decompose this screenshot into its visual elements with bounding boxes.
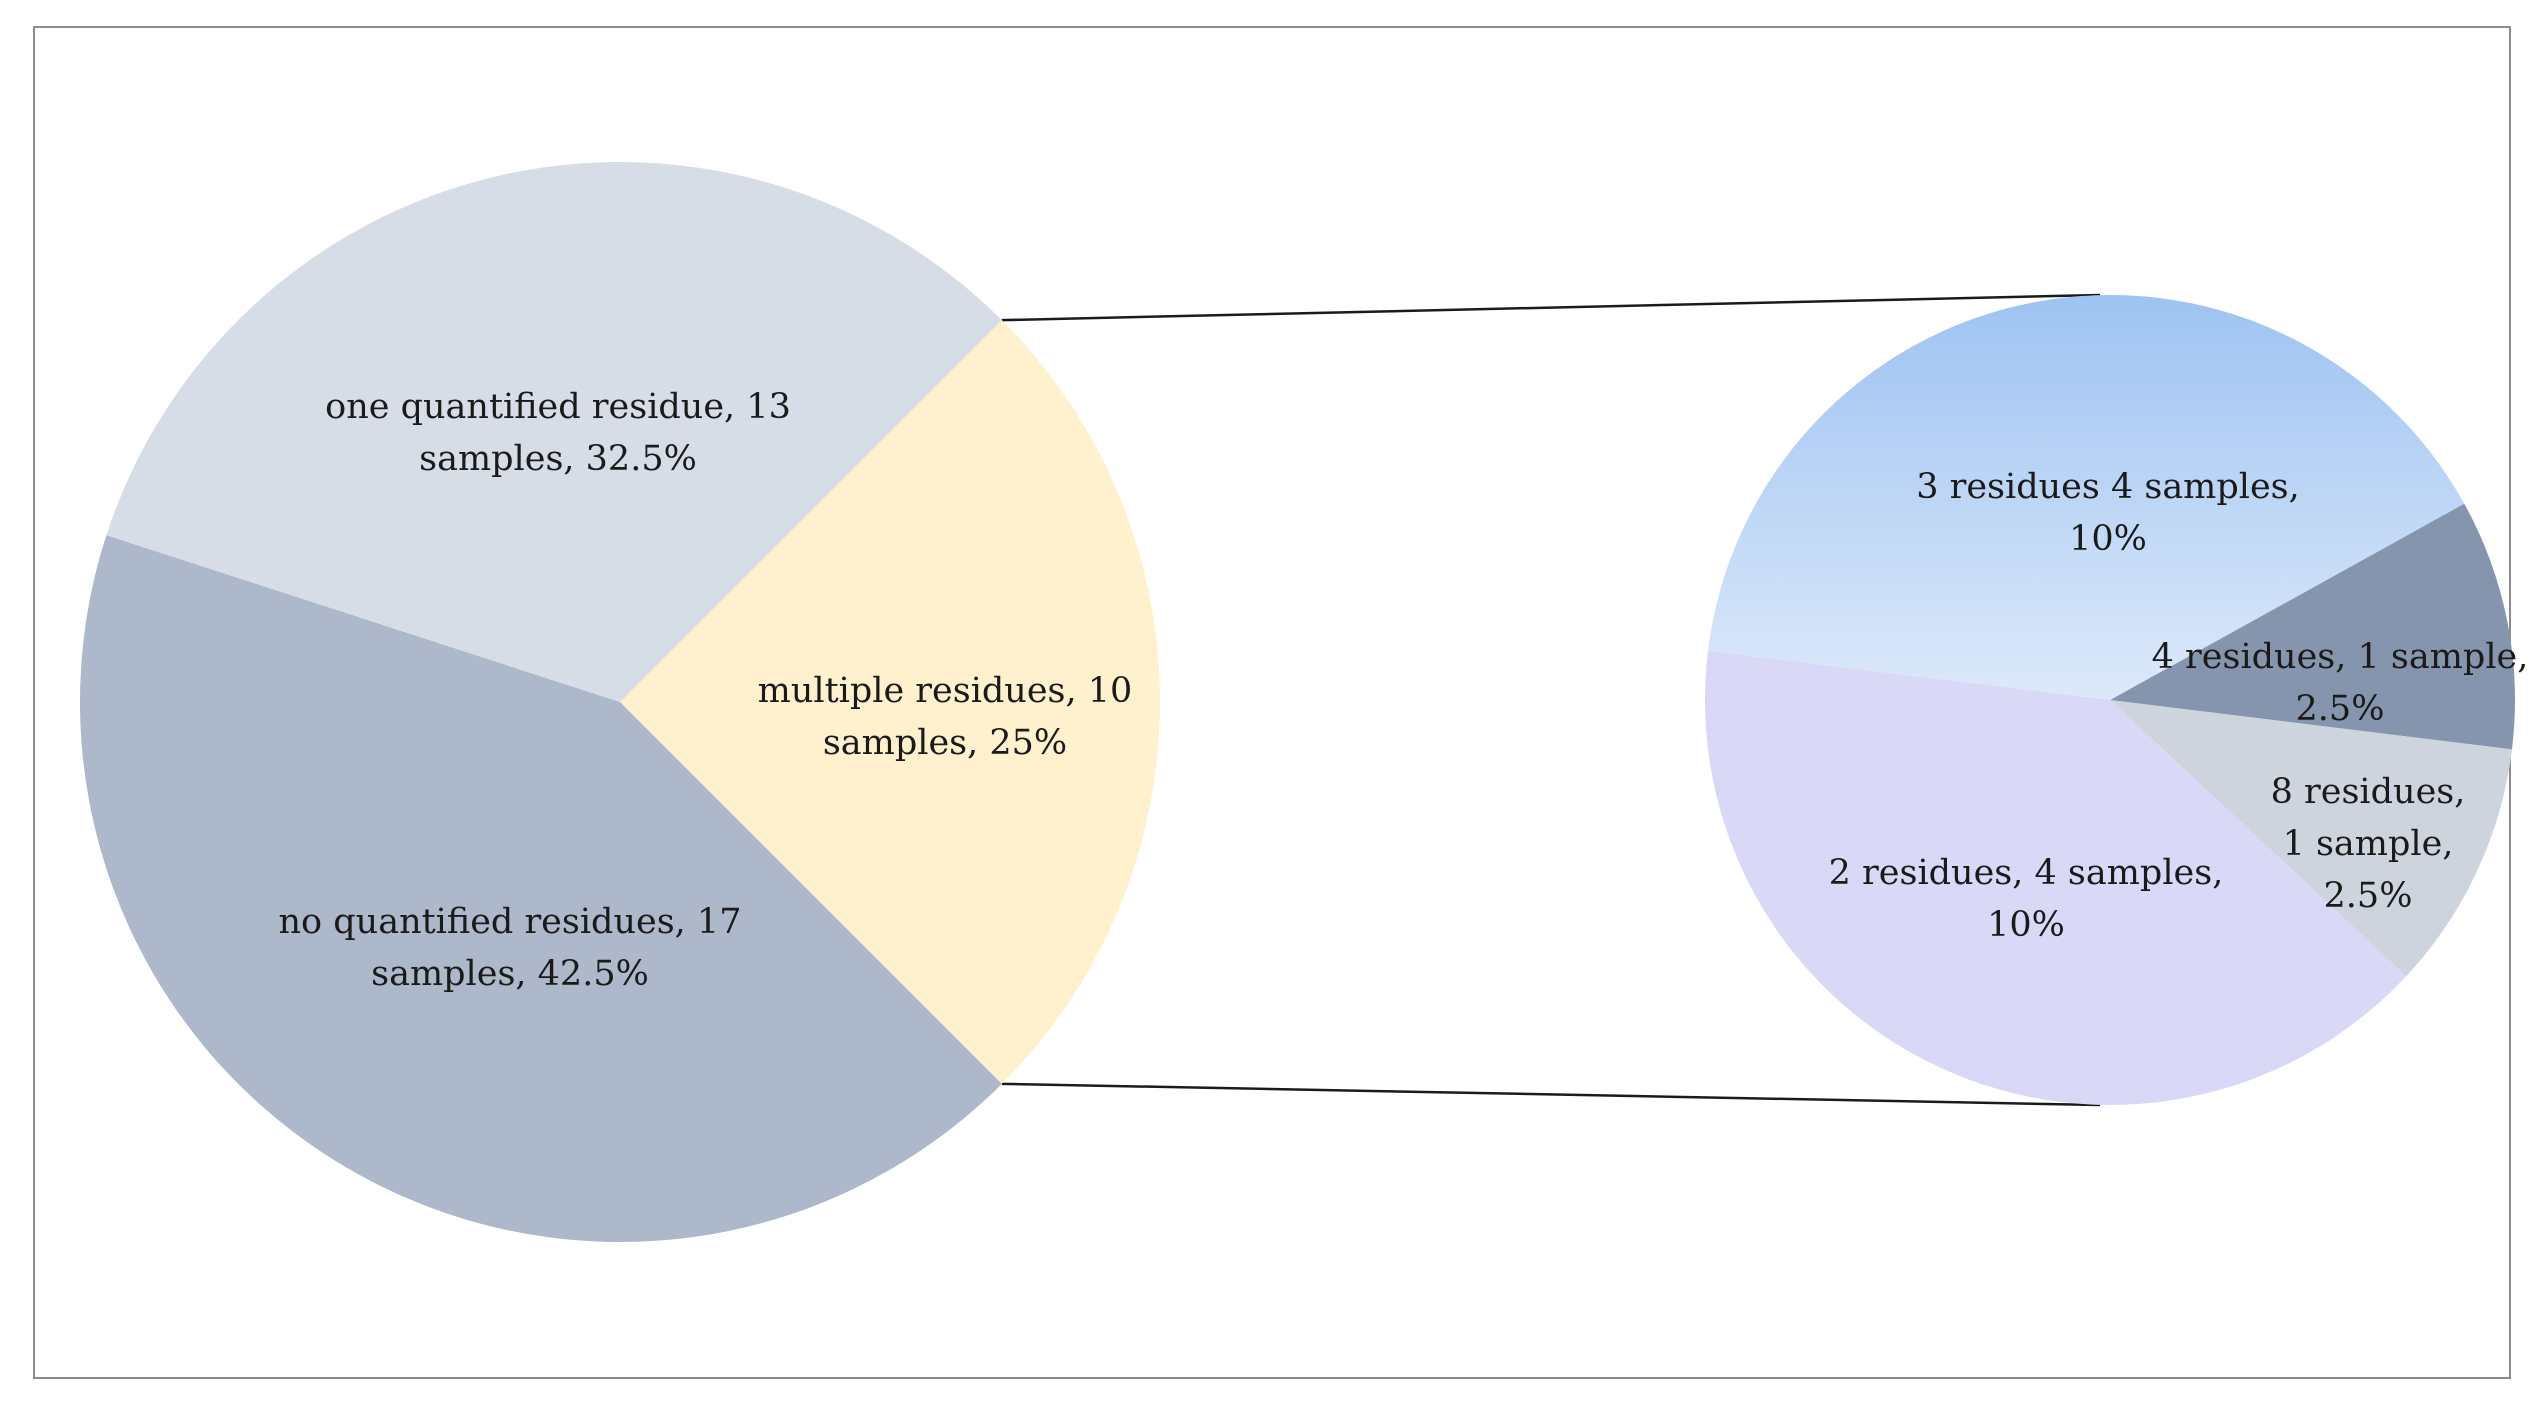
slice-labels: one quantified residue, 13 samples, 32.5%… xyxy=(279,387,2529,994)
pie-slice-multiple-residues xyxy=(620,320,1161,1084)
slice-label-8-residues: 8 residues, 1 sample, 2.5% xyxy=(2271,772,2466,916)
pie-slice-3-residues xyxy=(1708,295,2465,700)
slice-label-no-quantified-residues: no quantified residues, 17 samples, 42.5% xyxy=(279,902,742,994)
connector-lines xyxy=(1001,293,2101,1107)
pie-slice-8-residues xyxy=(2110,700,2512,977)
slice-label-4-residues: 4 residues, 1 sample, 2.5% xyxy=(2152,637,2529,729)
main-pie xyxy=(79,161,1161,1243)
pie-slice-2-residues xyxy=(1705,650,2407,1106)
connector-line-bottom xyxy=(1001,1082,2101,1107)
secondary-pie xyxy=(1705,295,2515,1106)
pie-slice-no-quantified-residues xyxy=(79,535,1002,1243)
slice-label-one-quantified-residue: one quantified residue, 13 samples, 32.5% xyxy=(325,387,791,479)
pie-slice-4-residues xyxy=(2110,503,2515,750)
connector-line-top xyxy=(1001,293,2101,322)
pie-slice-one-quantified-residue xyxy=(106,161,1002,702)
slice-label-2-residues: 2 residues, 4 samples, 10% xyxy=(1829,853,2224,945)
slice-label-multiple-residues: multiple residues, 10 samples, 25% xyxy=(758,671,1133,763)
slice-label-3-residues: 3 residues 4 samples, 10% xyxy=(1916,467,2300,559)
